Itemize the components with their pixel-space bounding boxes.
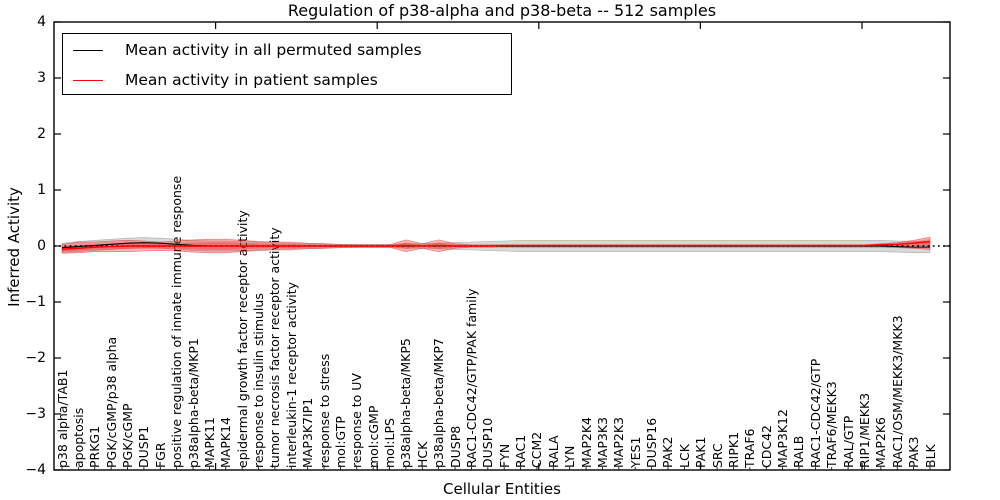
x-tick-label: p38alpha-beta/MKP1	[185, 338, 201, 468]
x-tick-label: response to insulin stimulus	[251, 293, 267, 468]
y-tick-label: 4	[37, 14, 46, 30]
x-tick-label: PGK/cGMP	[120, 403, 135, 468]
x-tick-label: RAC1-CDC42/GTP/PAK family	[463, 288, 479, 468]
x-tick-label: PAK1	[693, 436, 709, 468]
legend: Mean activity in all permuted samples Me…	[62, 33, 512, 95]
x-tick-label: TRAF6/MEKK3	[824, 381, 840, 468]
x-tick-label: PRKG1	[87, 425, 103, 468]
x-tick-label: MAPK14	[218, 417, 234, 468]
x-tick-label: SRC	[709, 443, 725, 468]
x-tick-label: DUSP1	[136, 425, 152, 468]
x-tick-label: CDC42	[758, 425, 774, 468]
legend-item-permuted: Mean activity in all permuted samples	[63, 36, 511, 64]
x-tick-label: apoptosis	[70, 407, 86, 468]
patient-line-sample-icon	[73, 79, 103, 81]
x-tick-label: PAK3	[906, 436, 922, 468]
y-tick-label: −1	[25, 294, 46, 310]
x-tick-label: interleukin-1 receptor activity	[283, 281, 299, 468]
y-tick-label: −3	[25, 406, 46, 422]
x-tick-label: RAC1	[513, 434, 529, 468]
y-tick-label: 2	[37, 126, 46, 142]
x-tick-label: response to UV	[349, 373, 365, 468]
x-tick-label: MAP2K6	[873, 417, 889, 468]
x-tick-label: LCK	[676, 444, 692, 468]
x-tick-label: BLK	[922, 444, 938, 468]
permuted-line-sample-icon	[73, 49, 103, 51]
x-tick-label: p38 alpha/TAB1	[54, 369, 70, 468]
x-tick-label: mol:LPS	[382, 418, 398, 468]
x-tick-label: YES1	[627, 436, 643, 468]
x-tick-label: DUSP16	[644, 417, 660, 468]
x-tick-label: TRAF6	[742, 428, 758, 468]
y-tick-label: 3	[37, 70, 46, 86]
x-tick-label: positive regulation of innate immune res…	[169, 175, 185, 468]
y-tick-label: −2	[25, 350, 46, 366]
x-tick-label: mol:GTP	[332, 416, 348, 468]
x-tick-label: response to stress	[316, 353, 332, 468]
x-tick-label: tumor necrosis factor receptor activity	[267, 227, 283, 468]
x-tick-label: MAP3K12	[775, 409, 791, 468]
x-tick-label: RIP1/MEKK3	[856, 392, 872, 468]
x-tick-label: p38alpha-beta/MKP7	[431, 338, 447, 468]
x-tick-label: MAP2K4	[578, 417, 594, 468]
x-tick-label: FGR	[152, 442, 168, 468]
x-tick-label: DUSP8	[447, 425, 463, 468]
x-tick-label: CCM2	[529, 431, 545, 468]
x-tick-label: HCK	[414, 441, 430, 468]
x-tick-label: DUSP10	[480, 417, 496, 468]
x-tick-label: MAPK11	[201, 417, 217, 468]
x-tick-label: RAL/GTP	[840, 415, 856, 468]
x-tick-label: LYN	[562, 445, 578, 468]
x-tick-label: mol:cGMP	[365, 405, 381, 468]
x-tick-label: PAK2	[660, 436, 676, 468]
x-tick-label: p38alpha-beta/MKP5	[398, 338, 414, 468]
legend-label-patient: Mean activity in patient samples	[125, 71, 378, 89]
x-tick-label: RAC1-CDC42/GTP	[807, 358, 823, 468]
x-tick-label: RIPK1	[725, 431, 741, 468]
x-tick-label: RAC1/OSM/MEKK3/MKK3	[889, 315, 905, 468]
x-tick-label: FYN	[496, 443, 512, 468]
x-tick-label: MAP3K3	[594, 417, 610, 468]
chart-title: Regulation of p38-alpha and p38-beta -- …	[287, 1, 717, 20]
x-axis-label: Cellular Entities	[443, 480, 561, 498]
x-tick-label: RALA	[545, 435, 561, 468]
x-tick-label: PGK/cGMP/p38 alpha	[103, 336, 119, 468]
x-tick-label: RALB	[791, 435, 807, 468]
y-tick-label: 0	[37, 238, 46, 254]
x-tick-label: epidermal growth factor receptor activit…	[234, 210, 250, 468]
x-tick-label: MAP3K7IP1	[300, 397, 316, 468]
legend-item-patient: Mean activity in patient samples	[63, 66, 511, 94]
y-tick-label: −4	[25, 462, 46, 478]
legend-label-permuted: Mean activity in all permuted samples	[125, 41, 422, 59]
x-tick-label: MAP2K3	[611, 417, 627, 468]
y-tick-label: 1	[37, 182, 46, 198]
